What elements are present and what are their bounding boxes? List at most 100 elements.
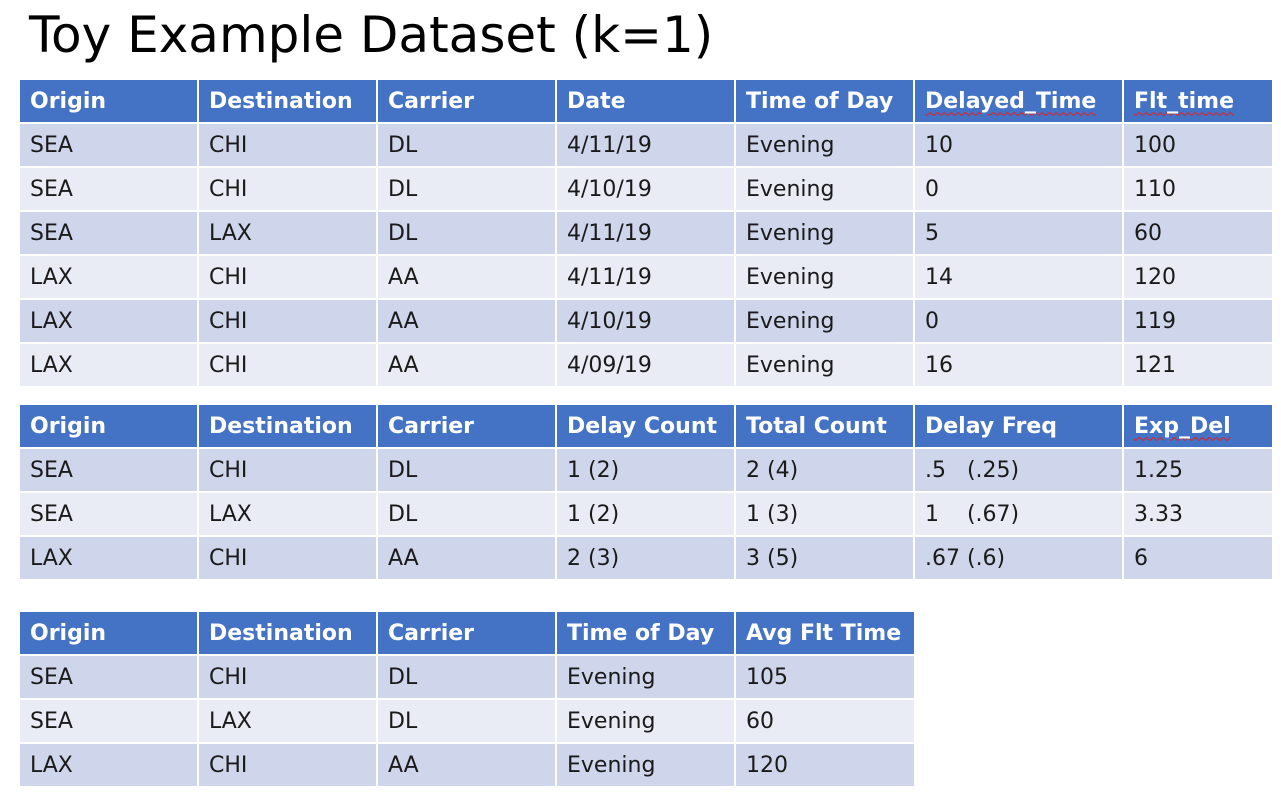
cell-flt-time: 121 (1122, 342, 1274, 388)
cell-carrier: DL (376, 491, 557, 537)
cell-time-of-day: Evening (555, 698, 736, 744)
table-row: LAX CHI AA 4/09/19 Evening 16 121 (18, 342, 1274, 388)
cell-origin: LAX (18, 742, 199, 788)
cell-origin: SEA (18, 491, 199, 537)
cell-origin: SEA (18, 122, 199, 168)
exp-del-label: Exp_Del (1134, 413, 1231, 439)
cell-avg-flt-time: 120 (734, 742, 916, 788)
column-header-total-count: Total Count (734, 403, 915, 449)
cell-delayed-time: 0 (913, 166, 1124, 212)
cell-destination: CHI (197, 342, 378, 388)
table-row: LAX CHI AA 4/10/19 Evening 0 119 (18, 298, 1274, 344)
cell-origin: SEA (18, 210, 199, 256)
cell-time-of-day: Evening (734, 122, 915, 168)
table-row: SEA LAX DL Evening 60 (18, 698, 916, 744)
cell-carrier: DL (376, 122, 557, 168)
column-header-origin: Origin (18, 403, 199, 449)
cell-time-of-day: Evening (734, 298, 915, 344)
cell-time-of-day: Evening (734, 342, 915, 388)
column-header-flt-time: Flt_time (1122, 78, 1274, 124)
cell-origin: SEA (18, 698, 199, 744)
column-header-destination: Destination (197, 610, 378, 656)
table-row: SEA CHI DL 4/11/19 Evening 10 100 (18, 122, 1274, 168)
cell-delay-count: 1 (2) (555, 491, 736, 537)
avg-flight-time-table: Origin Destination Carrier Time of Day A… (18, 610, 916, 788)
delayed-time-label: Delayed_Time (925, 88, 1097, 114)
column-header-avg-flt-time: Avg Flt Time (734, 610, 916, 656)
cell-date: 4/10/19 (555, 166, 736, 212)
cell-delay-count: 1 (2) (555, 447, 736, 493)
delay-frequency-table: Origin Destination Carrier Delay Count T… (18, 403, 1274, 581)
cell-avg-flt-time: 105 (734, 654, 916, 700)
table-header-row: Origin Destination Carrier Date Time of … (18, 78, 1274, 124)
cell-date: 4/11/19 (555, 122, 736, 168)
column-header-delayed-time: Delayed_Time (913, 78, 1124, 124)
cell-delayed-time: 0 (913, 298, 1124, 344)
column-header-time-of-day: Time of Day (734, 78, 915, 124)
column-header-destination: Destination (197, 78, 378, 124)
cell-avg-flt-time: 60 (734, 698, 916, 744)
cell-exp-del: 1.25 (1122, 447, 1274, 493)
cell-total-count: 1 (3) (734, 491, 915, 537)
cell-delayed-time: 16 (913, 342, 1124, 388)
cell-carrier: AA (376, 298, 557, 344)
cell-origin: LAX (18, 254, 199, 300)
table-row: LAX CHI AA 4/11/19 Evening 14 120 (18, 254, 1274, 300)
cell-date: 4/11/19 (555, 210, 736, 256)
column-header-delay-freq: Delay Freq (913, 403, 1124, 449)
cell-time-of-day: Evening (734, 210, 915, 256)
cell-destination: CHI (197, 654, 378, 700)
column-header-carrier: Carrier (376, 610, 557, 656)
cell-origin: LAX (18, 298, 199, 344)
slide-title: Toy Example Dataset (k=1) (29, 6, 714, 64)
cell-delayed-time: 14 (913, 254, 1124, 300)
cell-delayed-time: 5 (913, 210, 1124, 256)
cell-time-of-day: Evening (734, 254, 915, 300)
cell-destination: CHI (197, 166, 378, 212)
column-header-delay-count: Delay Count (555, 403, 736, 449)
cell-flt-time: 120 (1122, 254, 1274, 300)
cell-carrier: AA (376, 742, 557, 788)
cell-destination: LAX (197, 698, 378, 744)
cell-destination: LAX (197, 491, 378, 537)
cell-time-of-day: Evening (734, 166, 915, 212)
cell-delay-freq: .67 (.6) (913, 535, 1124, 581)
table-row: LAX CHI AA 2 (3) 3 (5) .67 (.6) 6 (18, 535, 1274, 581)
cell-origin: SEA (18, 654, 199, 700)
column-header-date: Date (555, 78, 736, 124)
flt-time-label: Flt_time (1134, 88, 1234, 114)
table-row: SEA CHI DL 1 (2) 2 (4) .5 (.25) 1.25 (18, 447, 1274, 493)
table-row: LAX CHI AA Evening 120 (18, 742, 916, 788)
cell-exp-del: 3.33 (1122, 491, 1274, 537)
table-header-row: Origin Destination Carrier Time of Day A… (18, 610, 916, 656)
cell-total-count: 2 (4) (734, 447, 915, 493)
cell-flt-time: 60 (1122, 210, 1274, 256)
cell-total-count: 3 (5) (734, 535, 915, 581)
cell-delayed-time: 10 (913, 122, 1124, 168)
flights-table: Origin Destination Carrier Date Time of … (18, 78, 1274, 388)
column-header-destination: Destination (197, 403, 378, 449)
cell-delay-freq: 1 (.67) (913, 491, 1124, 537)
cell-carrier: DL (376, 654, 557, 700)
cell-carrier: DL (376, 166, 557, 212)
cell-carrier: AA (376, 254, 557, 300)
cell-flt-time: 119 (1122, 298, 1274, 344)
cell-destination: CHI (197, 298, 378, 344)
cell-date: 4/10/19 (555, 298, 736, 344)
cell-date: 4/11/19 (555, 254, 736, 300)
cell-destination: CHI (197, 254, 378, 300)
cell-delay-count: 2 (3) (555, 535, 736, 581)
cell-origin: SEA (18, 166, 199, 212)
table-row: SEA CHI DL Evening 105 (18, 654, 916, 700)
cell-date: 4/09/19 (555, 342, 736, 388)
column-header-exp-del: Exp_Del (1122, 403, 1274, 449)
table-row: SEA CHI DL 4/10/19 Evening 0 110 (18, 166, 1274, 212)
cell-origin: LAX (18, 535, 199, 581)
column-header-origin: Origin (18, 610, 199, 656)
cell-time-of-day: Evening (555, 742, 736, 788)
cell-carrier: DL (376, 698, 557, 744)
cell-carrier: AA (376, 342, 557, 388)
column-header-carrier: Carrier (376, 403, 557, 449)
column-header-carrier: Carrier (376, 78, 557, 124)
cell-origin: SEA (18, 447, 199, 493)
